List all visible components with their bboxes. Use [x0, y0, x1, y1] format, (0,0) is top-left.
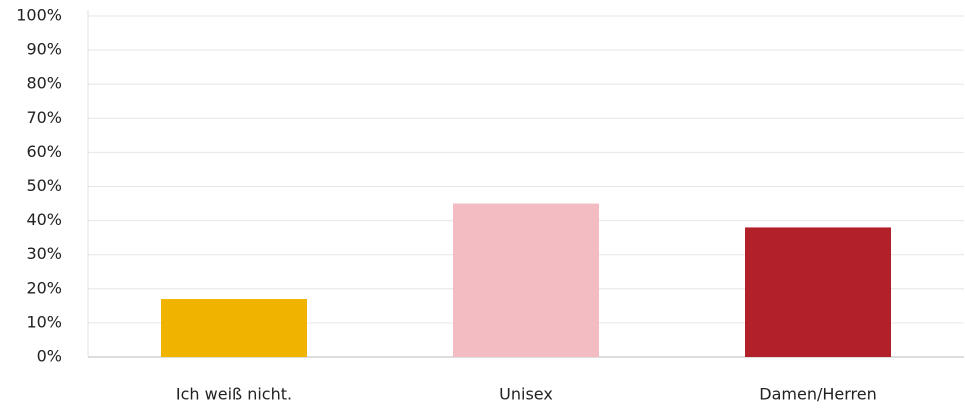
- x-tick-label: Ich weiß nicht.: [176, 385, 292, 404]
- y-tick-label: 100%: [16, 6, 62, 25]
- y-tick-label: 30%: [26, 244, 62, 263]
- y-tick-label: 40%: [26, 210, 62, 229]
- bar: [745, 227, 891, 357]
- x-tick-label: Damen/Herren: [759, 385, 876, 404]
- bar: [453, 203, 599, 357]
- y-tick-label: 10%: [26, 312, 62, 331]
- y-tick-label: 20%: [26, 278, 62, 297]
- y-tick-label: 0%: [37, 347, 62, 366]
- bar: [161, 299, 307, 357]
- y-tick-label: 80%: [26, 74, 62, 93]
- y-tick-label: 60%: [26, 142, 62, 161]
- y-tick-label: 90%: [26, 40, 62, 59]
- y-tick-label: 50%: [26, 176, 62, 195]
- x-tick-label: Unisex: [499, 385, 553, 404]
- y-tick-label: 70%: [26, 108, 62, 127]
